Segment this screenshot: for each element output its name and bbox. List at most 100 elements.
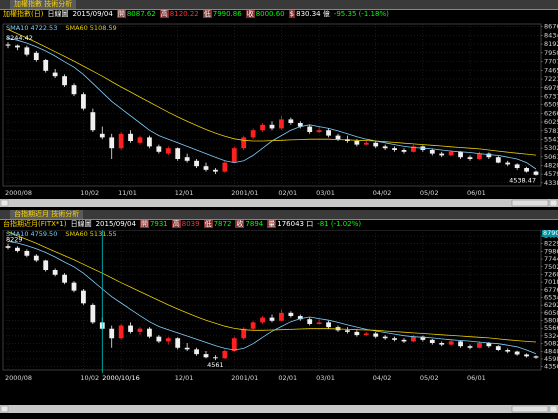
candle-body [514, 351, 520, 355]
tab[interactable]: 加權指數 技術分析 [10, 0, 77, 9]
y-tick-label: 6025 [544, 118, 558, 126]
quote-value: -95.35 (-1.18%) [333, 10, 389, 18]
candle-body [250, 130, 256, 138]
x-tick-label: 10/02 [80, 374, 99, 382]
x-tick-label: 04/02 [373, 374, 392, 382]
y-tick-label: 7744 [544, 255, 558, 263]
scroll-arrow-left[interactable] [0, 199, 9, 207]
y-tick-label: 8229 [544, 240, 558, 248]
cursor-price-box [542, 229, 558, 237]
candle-body [514, 164, 520, 168]
date: 2015/09/04 [72, 10, 113, 18]
candle-body [5, 246, 11, 248]
candle-body [439, 153, 445, 156]
candle-body [477, 343, 482, 348]
candle-body [222, 162, 228, 172]
candle-body [505, 162, 511, 165]
candle-body [382, 336, 388, 339]
quote-value: 7894 [245, 220, 264, 228]
x-tick-label: 02/01 [278, 374, 297, 382]
candle-body [90, 112, 96, 131]
candle-body [307, 126, 313, 132]
candle-body [269, 124, 275, 129]
candle-body [279, 119, 284, 129]
quote-key: 量 [267, 220, 277, 228]
quote-value: 176043 口 [277, 220, 314, 228]
plot-frame [2, 229, 542, 371]
candle-body [213, 357, 218, 359]
candle-body [411, 146, 416, 152]
x-tick-label: 10/02 [80, 189, 99, 197]
candle-body [467, 346, 473, 348]
candle-body [524, 168, 529, 172]
quote-value: 7990.86 [212, 10, 242, 18]
legend-name: SMA60 [65, 24, 87, 32]
candle-body [194, 349, 199, 355]
tab[interactable]: 台指期近月 技術分析 [10, 210, 84, 219]
y-tick-label: 8676 [544, 23, 558, 31]
period: 日線圖 [70, 220, 92, 228]
scroll-arrow-right[interactable] [549, 199, 558, 207]
scroll-arrow-left[interactable] [0, 405, 9, 413]
y-tick-label: 4338 [544, 179, 558, 187]
candle-body [429, 150, 435, 154]
candle-body [326, 322, 331, 328]
y-tick-label: 7260 [544, 270, 558, 278]
candle-body [15, 247, 20, 251]
candle-body [495, 157, 501, 163]
candle-body [363, 142, 369, 145]
legend-value: 4722.53 [30, 24, 57, 32]
candle-body [288, 119, 294, 123]
cursor-date-box [100, 374, 137, 382]
period: 日線圖 [47, 10, 69, 18]
legend-value: 5108.59 [90, 24, 117, 32]
candle-body [354, 141, 360, 145]
candle-body [533, 356, 539, 358]
x-tick-label: 04/02 [373, 189, 392, 197]
scroll-thumb[interactable] [511, 405, 549, 413]
scrollbar [0, 199, 558, 207]
candle-body [137, 328, 143, 332]
panel-header: 台指期近月 技術分析 台指期近月(FITX*1) 日線圖 2015/09/04 開 793… [0, 210, 558, 230]
quote-key: 低 [203, 220, 213, 228]
date: 2015/09/04 [95, 220, 136, 228]
candle-body [241, 137, 247, 149]
y-tick-label: 6979 [544, 84, 558, 92]
candle-body [392, 338, 397, 340]
candle-body [429, 339, 435, 344]
scroll-thumb[interactable] [511, 199, 549, 207]
candle-body [458, 341, 463, 347]
y-tick-label: 7465 [544, 66, 558, 74]
quote-value: 8120.22 [169, 10, 199, 18]
x-tick-label: 2001/01 [231, 374, 258, 382]
quote-value: 8087.62 [126, 10, 156, 18]
y-tick-label: 5783 [544, 127, 558, 135]
candle-body [533, 171, 539, 175]
candle-body [175, 338, 181, 348]
scroll-arrow-right[interactable] [549, 405, 558, 413]
candle-body [486, 343, 492, 347]
quote-value: -81 (-1.02%) [317, 220, 362, 228]
candle-body [222, 350, 228, 359]
tab-bar: 加權指數 技術分析 [0, 0, 558, 10]
candle-body [439, 343, 445, 345]
x-tick-label: 06/01 [467, 189, 486, 197]
high-label: 8229 [6, 236, 23, 244]
candle-body [62, 274, 67, 283]
x-tick-label: 12/01 [175, 189, 194, 197]
candle-body [231, 148, 237, 163]
candle-body [297, 316, 303, 320]
candle-body [203, 354, 209, 358]
candle-body [52, 270, 58, 275]
x-tick-label: 02/01 [278, 189, 297, 197]
low-label: 4538.47 [509, 177, 536, 185]
candle-body [147, 328, 152, 337]
candle-body [401, 150, 407, 152]
y-tick-label: 7986 [544, 247, 558, 255]
candle-body [250, 322, 256, 329]
x-tick-label: 06/01 [467, 374, 486, 382]
x-tick-label: 03/01 [316, 374, 335, 382]
legend-name: SMA10 [6, 24, 28, 32]
y-tick-label: 6050 [544, 309, 558, 317]
